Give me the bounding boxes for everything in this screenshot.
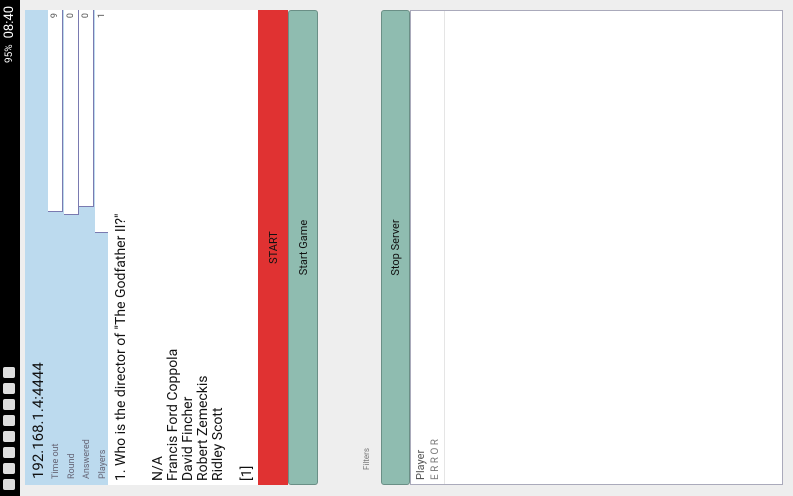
status-bar: 95% 08:40 [0,0,20,496]
filters-label: Filters [362,447,371,470]
question-panel: 1. Who is the director of "The Godfather… [108,10,258,485]
option: Ridley Scott [210,407,226,481]
separator [444,11,445,484]
info-panel: 192.168.1.4:4444 Time out 9 Round 0 Answered… [25,10,110,485]
field-label: Round [66,453,77,479]
clock: 08:40 [2,6,17,39]
list-header: Player [414,449,427,480]
status-right: 95% 08:40 [2,6,17,63]
player-list: Player E R R O R [410,10,783,485]
start-button[interactable]: START [258,10,288,485]
answer: [1] [239,465,255,481]
start-game-button[interactable]: Start Game [288,10,318,485]
field-label: Answered [82,439,92,479]
notification-icons [3,367,15,490]
question-text: 1. Who is the director of "The Godfather… [113,213,129,481]
option: David Fincher [180,396,196,481]
option: Robert Zemeckis [195,375,211,481]
field-label: Time out [51,443,61,480]
stop-server-button[interactable]: Stop Server [381,10,410,485]
list-row: E R R O R [430,439,441,480]
battery: 95% [4,44,15,63]
field-input: 0 [63,10,79,215]
option: Francis Ford Coppola [165,348,181,481]
server-address: 192.168.1.4:4444 [29,362,47,479]
option: N/A [150,456,166,481]
field-label: Players [97,449,108,479]
field-input: 9 [48,10,63,212]
field-input: 0 [79,10,94,207]
options: N/A Francis Ford Coppola David Fincher Robe… [150,14,226,481]
